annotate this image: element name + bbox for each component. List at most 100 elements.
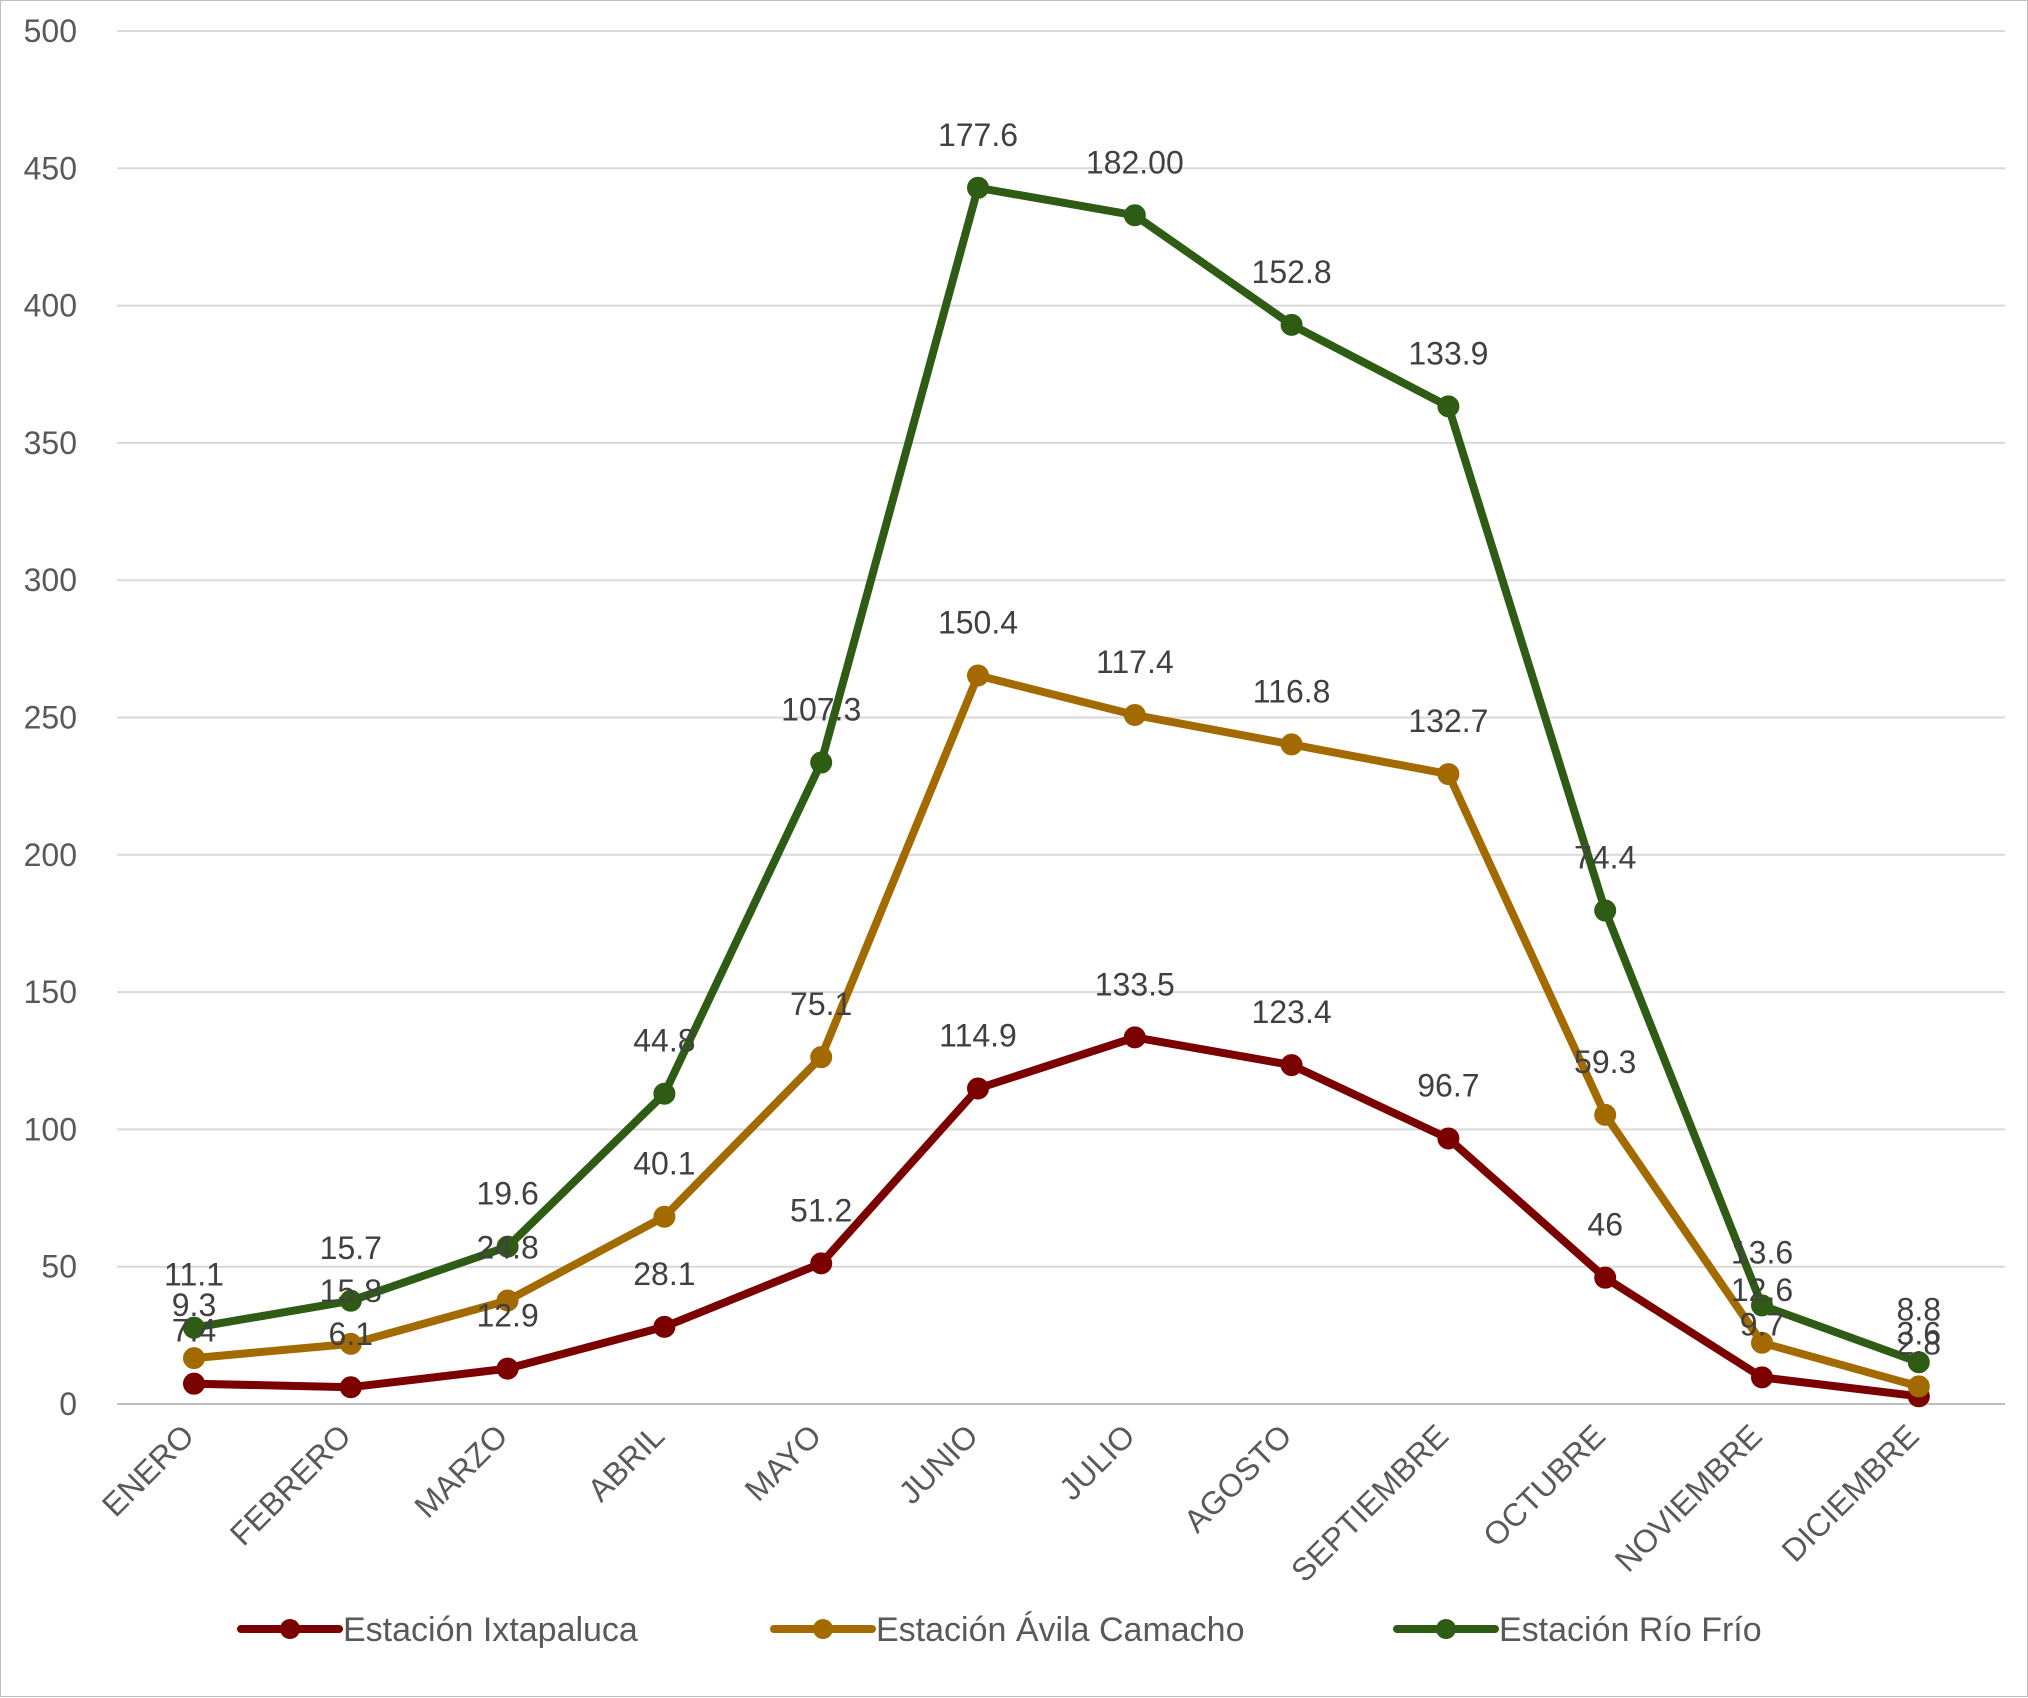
marker-estacion-avila-camacho-septiembre (1437, 763, 1460, 786)
marker-estacion-ixtapaluca-junio (967, 1077, 989, 1100)
data-label-estacion-ixtapaluca-octubre: 46 (1587, 1207, 1623, 1243)
x-tick-label-mayo: MAYO (738, 1417, 828, 1507)
marker-estacion-rio-frio-octubre (1594, 899, 1617, 922)
legend-label: Estación Ixtapaluca (343, 1611, 638, 1649)
marker-estacion-rio-frio-septiembre (1437, 395, 1460, 418)
legend-label: Estación Ávila Camacho (876, 1611, 1245, 1649)
data-label-estacion-rio-frio-junio: 177.6 (938, 117, 1018, 153)
marker-estacion-rio-frio-marzo (496, 1235, 519, 1258)
data-label-estacion-rio-frio-agosto: 152.8 (1252, 254, 1332, 290)
x-tick-label-junio: JUNIO (892, 1417, 985, 1510)
data-label-estacion-avila-camacho-abril: 40.1 (633, 1146, 695, 1182)
x-tick-label-abril: ABRIL (580, 1417, 671, 1508)
data-label-estacion-rio-frio-enero: 11.1 (164, 1257, 224, 1293)
marker-estacion-ixtapaluca-agosto (1280, 1054, 1303, 1077)
y-tick-label: 50 (41, 1249, 77, 1285)
series-line-estacion-rio-frio (190, 183, 1923, 1367)
data-label-estacion-rio-frio-octubre: 74.4 (1574, 840, 1636, 876)
data-label-estacion-rio-frio-septiembre: 133.9 (1408, 335, 1488, 371)
x-tick-label-marzo: MARZO (407, 1417, 514, 1524)
legend-item-estacion-avila-camacho: Estación Ávila Camacho (770, 1611, 1245, 1649)
marker-estacion-rio-frio-febrero (339, 1289, 362, 1312)
y-tick-label: 500 (24, 13, 77, 49)
data-label-estacion-rio-frio-julio: 182.00 (1086, 144, 1184, 180)
marker-estacion-ixtapaluca-mayo (810, 1252, 833, 1275)
data-label-estacion-ixtapaluca-abril: 28.1 (633, 1256, 695, 1292)
marker-estacion-avila-camacho-mayo (810, 1046, 833, 1069)
data-label-estacion-rio-frio-marzo: 19.6 (476, 1176, 538, 1212)
data-label-estacion-avila-camacho-enero: 9.3 (172, 1287, 216, 1323)
data-label-estacion-ixtapaluca-enero: 7.4 (172, 1313, 216, 1349)
marker-estacion-avila-camacho-julio (1123, 704, 1146, 727)
x-tick-label-agosto: AGOSTO (1177, 1417, 1299, 1539)
marker-estacion-avila-camacho-octubre (1594, 1103, 1617, 1126)
data-label-estacion-ixtapaluca-marzo: 12.9 (476, 1298, 538, 1334)
series-line-estacion-ixtapaluca (190, 1033, 1923, 1401)
marker-estacion-avila-camacho-noviembre (1751, 1331, 1773, 1354)
data-label-estacion-rio-frio-febrero: 15.7 (320, 1230, 382, 1266)
y-tick-label: 0 (59, 1386, 77, 1422)
marker-estacion-ixtapaluca-julio (1123, 1026, 1146, 1049)
data-label-estacion-ixtapaluca-septiembre: 96.7 (1417, 1067, 1479, 1103)
y-tick-label: 250 (24, 700, 77, 736)
y-tick-label: 300 (24, 562, 77, 598)
data-label-estacion-ixtapaluca-junio: 114.9 (939, 1017, 1017, 1053)
legend-swatch-marker (813, 1619, 833, 1639)
marker-estacion-rio-frio-diciembre (1907, 1351, 1930, 1374)
marker-estacion-avila-camacho-marzo (496, 1289, 519, 1312)
y-tick-label: 100 (24, 1111, 77, 1147)
y-axis-ticks: 0 50 100 150 200 250 300 350 400 450 500 (24, 13, 77, 1422)
x-tick-label-febrero: FEBRERO (223, 1417, 358, 1552)
data-label-estacion-avila-camacho-diciembre: 3.6 (1897, 1315, 1941, 1351)
marker-estacion-rio-frio-agosto (1280, 313, 1303, 336)
data-label-estacion-avila-camacho-septiembre: 132.7 (1408, 703, 1488, 739)
legend-item-estacion-ixtapaluca: Estación Ixtapaluca (237, 1611, 638, 1649)
x-tick-label-octubre: OCTUBRE (1476, 1417, 1612, 1553)
data-label-estacion-avila-camacho-octubre: 59.3 (1574, 1044, 1636, 1080)
marker-estacion-ixtapaluca-febrero (339, 1376, 362, 1399)
marker-estacion-rio-frio-abril (653, 1082, 676, 1105)
y-tick-label: 450 (24, 150, 77, 186)
series-markers (183, 176, 1930, 1408)
marker-estacion-rio-frio-noviembre (1751, 1294, 1773, 1317)
y-tick-label: 200 (24, 837, 77, 873)
data-label-estacion-rio-frio-mayo: 107.3 (781, 692, 861, 728)
data-label-estacion-avila-camacho-julio: 117.4 (1096, 644, 1174, 680)
legend-swatch-marker (280, 1619, 300, 1639)
marker-estacion-avila-camacho-junio (967, 664, 989, 687)
marker-estacion-avila-camacho-diciembre (1907, 1375, 1930, 1398)
legend: Estación Ixtapaluca Estación Ávila Camach… (237, 1611, 1762, 1649)
marker-estacion-rio-frio-enero (183, 1316, 205, 1339)
marker-estacion-avila-camacho-agosto (1280, 733, 1303, 756)
marker-estacion-avila-camacho-enero (183, 1347, 205, 1370)
data-label-estacion-rio-frio-abril: 44.8 (633, 1023, 695, 1059)
legend-swatch-marker (1436, 1619, 1456, 1639)
x-tick-label-enero: ENERO (95, 1417, 201, 1523)
data-label-estacion-ixtapaluca-mayo: 51.2 (790, 1192, 852, 1228)
data-label-estacion-ixtapaluca-julio: 133.5 (1095, 966, 1175, 1002)
data-label-estacion-avila-camacho-noviembre: 12.6 (1731, 1272, 1793, 1308)
x-tick-label-julio: JULIO (1052, 1417, 1142, 1507)
data-label-estacion-rio-frio-noviembre: 13.6 (1731, 1234, 1793, 1270)
data-label-estacion-ixtapaluca-agosto: 123.4 (1252, 994, 1332, 1030)
marker-estacion-rio-frio-junio (967, 176, 989, 199)
marker-estacion-ixtapaluca-octubre (1594, 1266, 1617, 1289)
data-label-estacion-ixtapaluca-febrero: 6.1 (329, 1316, 373, 1352)
series-lines (190, 183, 1923, 1401)
data-label-estacion-avila-camacho-agosto: 116.8 (1253, 673, 1331, 709)
x-tick-label-noviembre: NOVIEMBRE (1608, 1417, 1769, 1578)
data-label-estacion-ixtapaluca-diciembre: 2.8 (1897, 1325, 1941, 1361)
y-tick-label: 350 (24, 425, 77, 461)
marker-estacion-ixtapaluca-noviembre (1751, 1366, 1773, 1389)
y-tick-label: 150 (24, 974, 77, 1010)
series-line-estacion-avila-camacho (190, 671, 1923, 1391)
marker-estacion-rio-frio-mayo (810, 751, 833, 774)
data-label-estacion-avila-camacho-mayo: 75.1 (790, 986, 852, 1022)
data-label-estacion-avila-camacho-febrero: 15.8 (320, 1273, 382, 1309)
legend-item-estacion-rio-frio: Estación Río Frío (1393, 1611, 1762, 1649)
marker-estacion-ixtapaluca-marzo (496, 1357, 519, 1380)
x-axis-categories: ENERO FEBRERO MARZO ABRIL MAYO JUNIO JULIO AGOS… (95, 1417, 1926, 1588)
marker-estacion-rio-frio-julio (1123, 204, 1146, 227)
